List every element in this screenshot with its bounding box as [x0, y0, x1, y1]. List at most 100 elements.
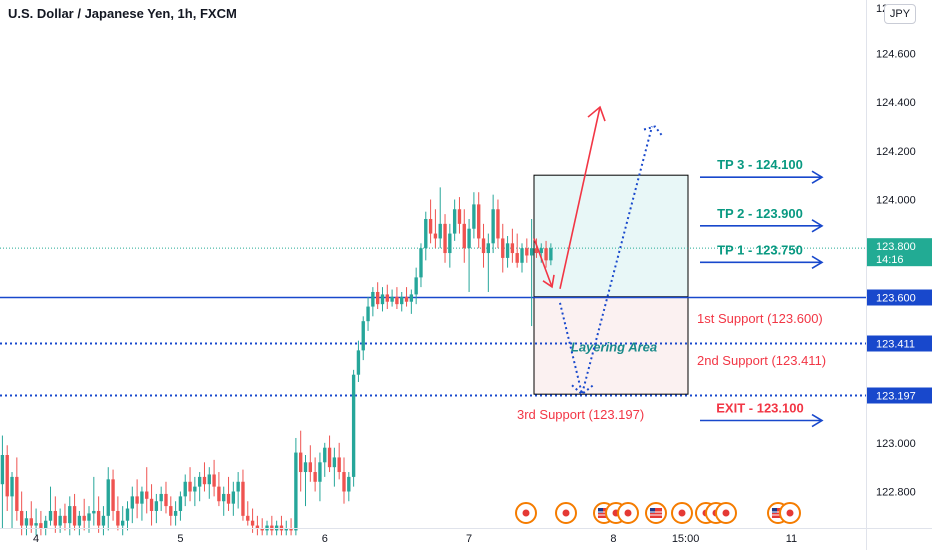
target-arrow-3-head [811, 170, 824, 184]
candle-body [496, 209, 500, 239]
target-label-3: TP 3 - 124.100 [717, 157, 803, 172]
layering-box [533, 296, 689, 395]
event-us-flag-canton [650, 508, 655, 513]
level-price-tag-support-3 [867, 387, 932, 404]
candle-body [438, 223, 442, 239]
candle-body [505, 243, 510, 258]
price-tick-label: 124.000 [876, 195, 916, 207]
red-path-down [533, 238, 553, 288]
candle-body [154, 501, 159, 511]
candle-body [217, 486, 221, 502]
candle-body [419, 248, 423, 278]
candle-body [231, 491, 236, 504]
blue-dotted-head-top [643, 125, 663, 137]
target-label-1: TP 1 - 123.750 [717, 242, 803, 257]
support-label-1: 1st Support (123.600) [697, 311, 823, 326]
time-tick-label: 5 [177, 533, 183, 545]
candle-body [549, 248, 553, 261]
event-alert-dot [522, 509, 530, 517]
blue-dotted-path [559, 126, 653, 395]
candle-body [173, 510, 178, 516]
candle-body [77, 515, 82, 526]
candle-body [347, 476, 351, 492]
candle-body [284, 528, 288, 531]
candle-body [140, 491, 144, 504]
event-alert-dot [624, 509, 632, 517]
candle-body [327, 447, 332, 468]
candle-body [351, 374, 356, 477]
event-layer [515, 502, 801, 524]
candle-body [375, 291, 380, 305]
candle-body [0, 455, 5, 485]
target-label-2: TP 2 - 123.900 [717, 206, 803, 221]
candle-body [491, 209, 495, 244]
candle-body [443, 223, 447, 254]
target-arrow-2-head [811, 219, 824, 233]
chart-title: U.S. Dollar / Japanese Yen, 1h, FXCM [8, 6, 237, 21]
candle-body [433, 233, 438, 239]
candle-body [29, 518, 33, 526]
event-alert-dot [722, 509, 730, 517]
candle-body [39, 523, 43, 528]
candle-body [212, 474, 216, 487]
candle-body [486, 243, 491, 254]
candle-body [87, 513, 91, 521]
candle-body [101, 515, 106, 526]
candle-body [72, 506, 77, 526]
candle-body [313, 472, 317, 482]
time-tick-label: 11 [786, 533, 797, 545]
candle-body [400, 296, 404, 305]
candle-body [58, 515, 62, 526]
candle-body [193, 486, 197, 492]
red-path-down-head [542, 274, 555, 289]
current-price-tag [867, 238, 932, 267]
candle-body [111, 479, 115, 511]
candle-body [356, 350, 361, 375]
candle-body [534, 248, 539, 254]
currency-button[interactable]: JPY [884, 4, 916, 24]
candle-body [125, 508, 130, 521]
box-layer [533, 174, 689, 395]
candle-body [414, 277, 418, 295]
candle-body [501, 238, 505, 258]
candle-body [48, 510, 53, 521]
candle-body [323, 447, 327, 463]
level-price-label-support-2: 123.411 [876, 339, 915, 351]
candle-body [10, 476, 14, 497]
candle-layer [0, 187, 553, 536]
candle-body [452, 209, 457, 234]
candle-body [178, 496, 183, 511]
candle-body [448, 233, 452, 254]
candle-body [197, 476, 202, 487]
event-us-flag-canton [772, 508, 777, 513]
candle-body [318, 462, 322, 482]
support-label-3: 3rd Support (123.197) [517, 407, 644, 422]
candle-body [116, 510, 120, 526]
candle-body [544, 248, 548, 261]
candle-body [428, 218, 433, 234]
candle-body [130, 496, 134, 509]
event-us-flag-stripes [650, 508, 662, 518]
candle-body [255, 525, 260, 528]
price-tick-label: 124.400 [876, 97, 916, 109]
candle-body [303, 462, 308, 473]
candle-body [202, 476, 207, 485]
event-alert-dot [678, 509, 686, 517]
candle-body [53, 510, 58, 526]
candle-body [34, 523, 38, 526]
candle-body [395, 296, 399, 305]
time-tick-label: 7 [466, 533, 472, 545]
candle-body [63, 515, 67, 524]
candle-body [520, 248, 524, 263]
candle-body [207, 474, 211, 485]
candle-body [222, 493, 226, 502]
drawing-layer: TP 3 - 124.100 TP 2 - 123.900 TP 1 - 123.7… [517, 105, 826, 428]
take-profit-box [533, 174, 689, 298]
candle-body [477, 204, 481, 239]
candle-body [159, 493, 163, 502]
candle-body [92, 510, 96, 514]
candle-body [188, 481, 192, 492]
candle-body [260, 528, 264, 531]
